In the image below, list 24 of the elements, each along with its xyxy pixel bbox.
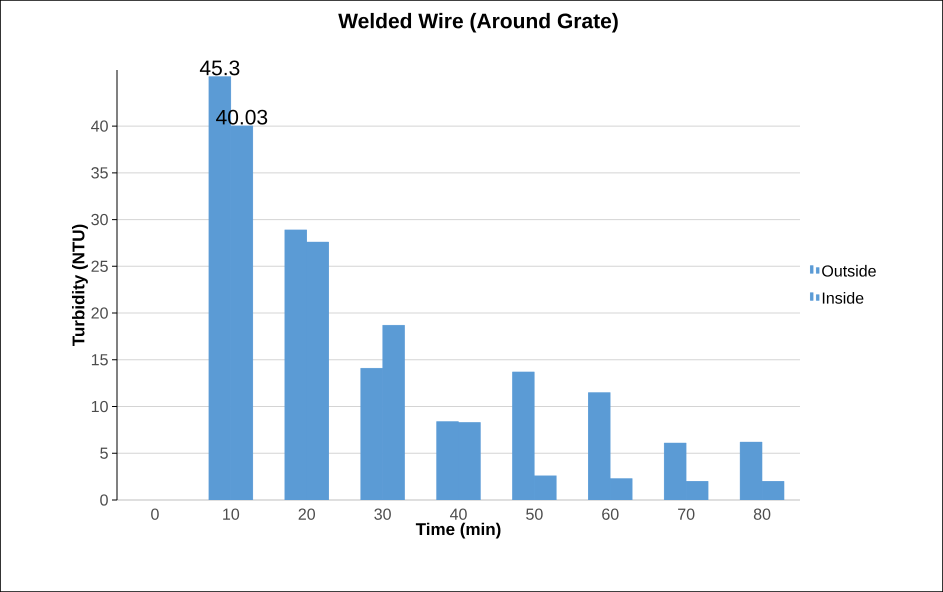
x-tick-label: 40 <box>450 508 467 520</box>
legend-label: Outside <box>822 264 876 277</box>
x-tick-label: 70 <box>678 508 694 520</box>
x-tick-label: 20 <box>298 508 316 520</box>
y-tick-label: 15 <box>92 354 108 366</box>
y-tick-label: 35 <box>91 167 108 178</box>
y-tick-label: 30 <box>91 214 108 226</box>
y-tick-label: 10 <box>92 400 108 412</box>
x-tick-label: 0 <box>151 508 159 520</box>
y-tick-label: 0 <box>100 494 108 506</box>
x-tick-label: 50 <box>526 508 543 520</box>
x-tick-label: 10 <box>223 508 240 520</box>
y-tick-label: 5 <box>100 448 108 459</box>
x-tick-label: 60 <box>602 508 619 520</box>
y-tick-label: 25 <box>91 260 108 272</box>
data-label: 45.3 <box>200 60 240 76</box>
y-tick-label: 40 <box>91 120 108 132</box>
x-axis-title: Time (min) <box>416 522 500 539</box>
x-tick-label: 80 <box>754 508 770 520</box>
chart-title: Welded Wire (Around Grate) <box>338 12 618 32</box>
x-tick-label: 30 <box>374 508 391 520</box>
y-axis-title: Turbidity (NTU) <box>72 224 88 346</box>
legend-label: Inside <box>822 292 864 304</box>
y-tick-label: 20 <box>91 307 108 319</box>
